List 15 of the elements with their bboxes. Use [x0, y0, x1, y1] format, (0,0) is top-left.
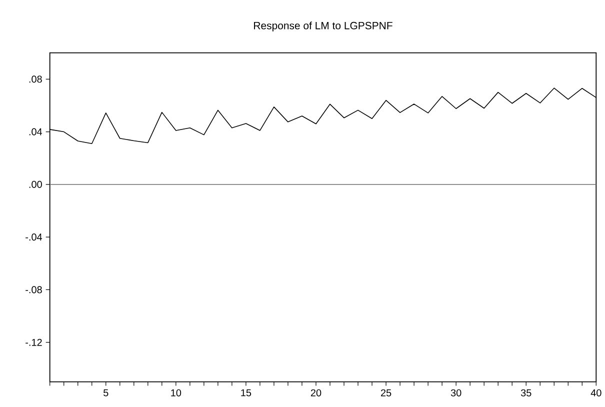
y-tick-label: .08: [29, 76, 42, 83]
x-tick-label: 5: [104, 389, 108, 396]
y-tick-label: .04: [29, 128, 42, 136]
x-tick-label: 30: [450, 389, 462, 396]
y-tick-label: .00: [29, 181, 42, 188]
x-tick-label: 25: [380, 389, 392, 396]
y-tick-label: -.12: [26, 338, 42, 346]
x-tick-label: 15: [241, 389, 252, 396]
y-tick-label: -.08: [26, 286, 42, 294]
chart-title: Response of LM to LGPSPNF: [254, 22, 392, 32]
y-tick-label: -.04: [26, 234, 42, 241]
x-tick-label: 40: [590, 389, 602, 396]
x-tick-label: 10: [171, 389, 182, 396]
x-tick-label: 20: [310, 389, 322, 396]
x-tick-label: 35: [520, 389, 532, 396]
